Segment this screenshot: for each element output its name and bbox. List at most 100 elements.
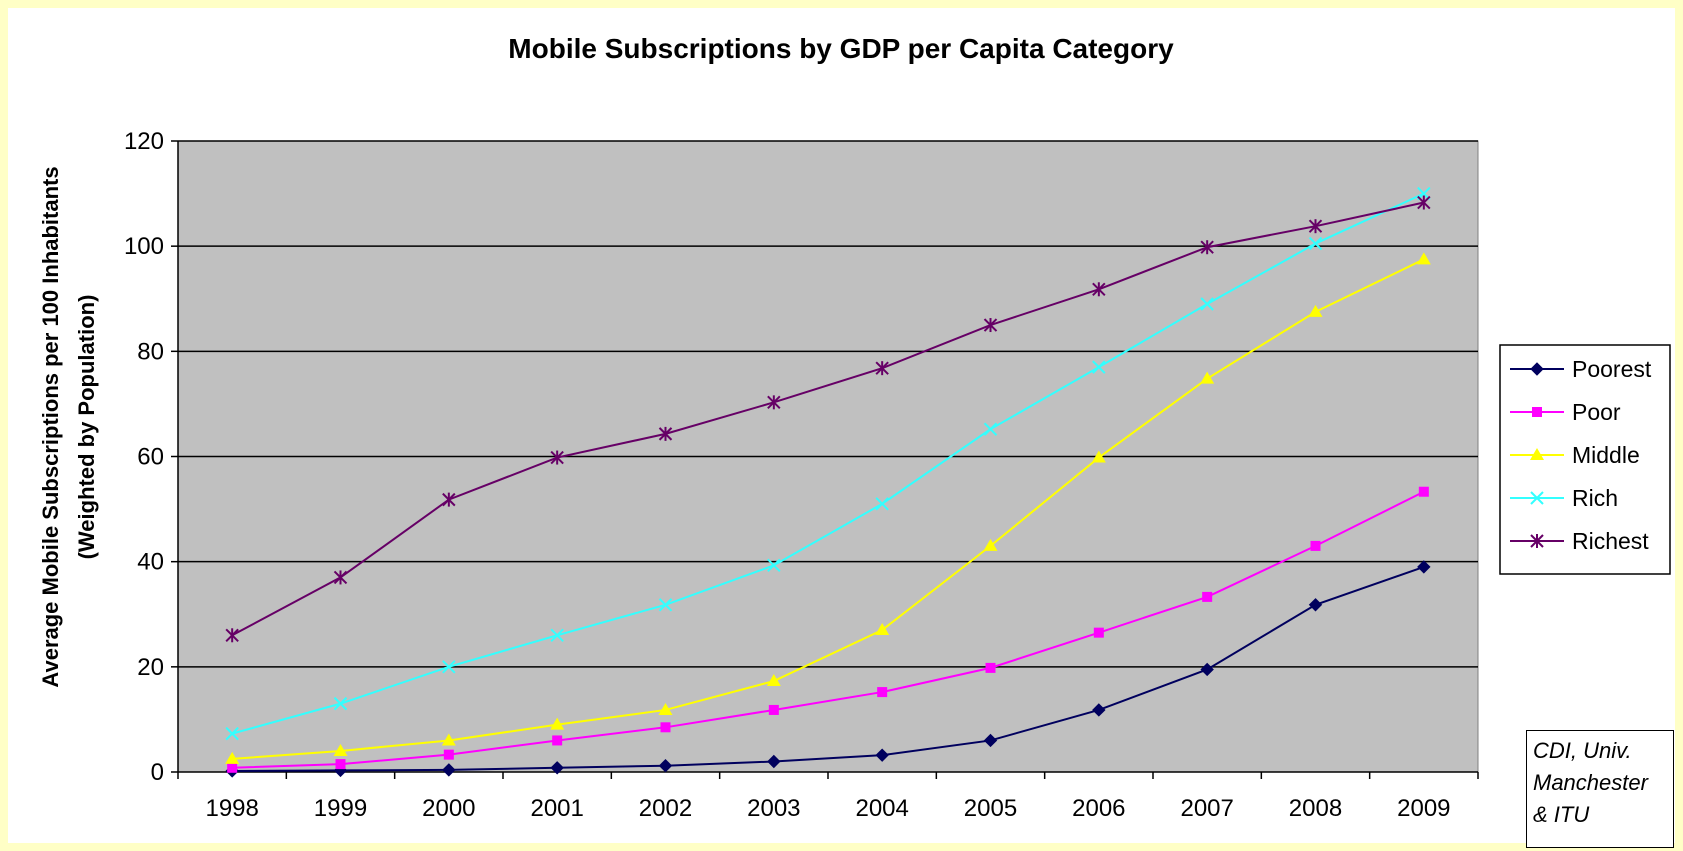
data-point-poor [335,759,346,770]
data-point-poorest [875,748,889,762]
data-point-middle [1091,450,1106,463]
data-point-middle [983,538,998,551]
data-point-poorest [1200,662,1214,677]
credit-line2: Manchester [1533,770,1648,795]
legend-marker-poorest [1530,362,1544,376]
series-line-middle [232,258,1425,760]
data-point-richest [1200,240,1214,255]
data-point-richest [550,450,564,465]
data-point-rich [550,628,564,642]
series-line-poor [232,490,1425,769]
data-point-middle [441,733,456,746]
data-point-poor [443,749,454,760]
legend-label-poor: Poor [1572,399,1621,425]
series-line-poorest [232,565,1425,772]
legend-item-poorest: Poorest [1510,356,1652,382]
series-poor [227,486,1429,773]
data-point-middle [333,743,348,756]
y-tick-label: 20 [137,654,164,681]
y-tick-label: 60 [137,444,164,471]
y-tick-label: 80 [137,338,164,365]
data-point-middle [550,717,565,730]
series-middle [225,252,1431,764]
legend-marker-middle [1530,448,1544,460]
legend-item-rich: Rich [1510,485,1618,511]
x-tick-label: 2001 [530,795,583,822]
y-tick-label: 120 [124,128,164,155]
y-tick-label: 40 [137,549,164,576]
x-tick-label: 2000 [422,795,475,822]
data-point-poorest [1417,560,1431,574]
x-tick-label: 1998 [205,795,258,822]
legend-marker-rich [1530,491,1544,505]
y-axis-label-line2: (Weighted by Population) [74,295,99,560]
data-point-poor [985,662,996,673]
data-point-richest [1417,195,1431,210]
data-point-poorest [658,758,673,773]
gridlines [178,140,1478,668]
data-point-middle [1200,371,1215,384]
data-point-poor [552,735,563,746]
data-point-richest [1308,219,1323,234]
data-point-poorest [442,763,456,777]
data-point-poor [1202,591,1213,602]
data-point-rich [1200,297,1214,311]
legend-label-rich: Rich [1572,485,1618,511]
data-point-middle [1308,304,1323,317]
data-point-richest [442,492,456,507]
data-point-middle [1416,252,1431,265]
legend: Poorest Poor Middle Rich Richest [1499,344,1671,575]
data-point-rich [333,696,348,711]
legend-marker-poor [1532,407,1542,417]
data-point-rich [875,497,889,511]
series-line-richest [231,201,1425,637]
data-point-middle [658,702,673,715]
legend-label-richest: Richest [1572,528,1649,554]
x-tick-label: 2006 [1072,795,1125,822]
data-point-middle [766,674,781,687]
series-rich [225,186,1431,741]
x-tick-label: 2004 [855,795,908,822]
series-richest [225,195,1431,643]
data-point-poorest [983,733,998,748]
data-point-rich [225,726,239,741]
data-point-rich [658,598,673,612]
data-point-poor [877,687,888,698]
data-point-poor [1310,540,1321,551]
data-point-rich [442,660,456,674]
x-tick-label: 2009 [1397,795,1450,822]
x-axis-ticks: 1998 1999 2000 2001 2002 2003 2004 2005 2006 2007… [177,772,1479,822]
data-point-poor [227,762,238,773]
data-point-middle [225,751,240,764]
source-credit: CDI, Univ. Manchester & ITU [1526,730,1674,848]
data-point-poorest [550,761,564,775]
legend-label-poorest: Poorest [1572,356,1652,382]
x-tick-label: 2002 [639,795,692,822]
credit-line3: & ITU [1533,802,1590,827]
x-tick-label: 1999 [314,795,367,822]
legend-item-poor: Poor [1510,399,1621,425]
y-tick-label: 0 [151,759,164,786]
series-group [225,186,1431,778]
legend-item-middle: Middle [1510,442,1640,468]
data-point-richest [767,395,781,410]
data-point-poorest [1092,703,1106,717]
data-point-poorest [1308,598,1323,612]
data-point-rich [767,558,781,573]
data-point-richest [875,361,889,376]
data-point-poor [1418,486,1429,497]
legend-item-richest: Richest [1510,528,1649,554]
legend-label-middle: Middle [1572,442,1640,468]
x-tick-label: 2005 [964,795,1017,822]
x-tick-label: 2008 [1289,795,1342,822]
data-point-poor [1093,627,1104,638]
series-line-rich [231,192,1425,735]
data-point-rich [983,422,998,436]
data-point-poorest [767,754,781,769]
y-axis-ticks: 0 20 40 60 80 100 120 [124,128,178,786]
y-axis-label-line1: Average Mobile Subscriptions per 100 Inh… [38,166,63,687]
data-point-richest [658,426,673,441]
data-point-poor [768,704,779,715]
legend-marker-richest [1530,534,1544,548]
